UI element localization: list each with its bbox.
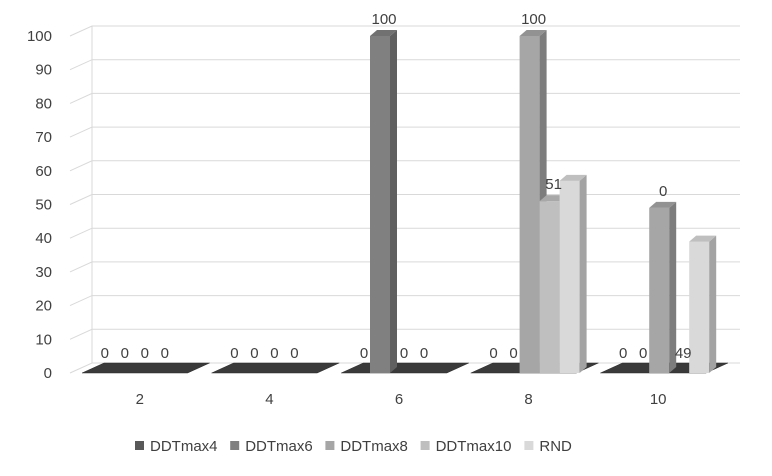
floor-segment xyxy=(81,362,210,374)
legend-swatch xyxy=(230,441,240,450)
data-label: 0 xyxy=(290,345,298,362)
x-axis: 2 4 6 8 10 xyxy=(136,391,667,408)
floor-segment xyxy=(341,362,469,374)
gridline xyxy=(69,59,740,71)
data-label: 0 xyxy=(141,345,149,362)
legend-label: DDTmax8 xyxy=(340,438,408,455)
x-tick-label: 6 xyxy=(395,391,403,408)
bar xyxy=(689,235,717,373)
data-label: 100 xyxy=(521,11,546,28)
y-axis: 0 10 20 30 40 50 60 70 80 90 100 xyxy=(27,28,52,382)
gridline xyxy=(69,25,740,37)
floor-segment xyxy=(211,362,340,374)
legend-label: DDTmax6 xyxy=(245,438,313,455)
bar xyxy=(649,201,677,373)
y-tick-label: 0 xyxy=(44,365,52,382)
gridlines xyxy=(69,25,740,374)
legend-item: DDTmax4 xyxy=(135,438,218,455)
y-tick-label: 20 xyxy=(35,298,52,315)
data-label: 0 xyxy=(619,345,627,362)
bar xyxy=(559,174,587,373)
data-label: 0 xyxy=(121,345,129,362)
legend-label: DDTmax4 xyxy=(150,438,218,455)
x-tick-label: 10 xyxy=(650,391,667,408)
x-tick-label: 2 xyxy=(136,391,144,408)
bar xyxy=(370,30,397,373)
data-label: 0 xyxy=(250,345,258,362)
data-label: 0 xyxy=(509,345,517,362)
gridline xyxy=(69,160,740,172)
y-tick-label: 70 xyxy=(35,129,52,146)
bars xyxy=(370,30,717,373)
legend-swatch xyxy=(325,441,335,450)
data-label: 0 xyxy=(420,345,428,362)
y-tick-label: 30 xyxy=(35,264,52,281)
legend-label: DDTmax10 xyxy=(436,438,512,455)
data-label: 51 xyxy=(545,176,562,193)
y-tick-label: 90 xyxy=(35,62,52,79)
y-tick-label: 40 xyxy=(35,230,52,247)
data-label: 0 xyxy=(360,345,368,362)
legend-item: DDTmax8 xyxy=(325,438,408,455)
data-label: 0 xyxy=(639,345,647,362)
y-tick-label: 50 xyxy=(35,197,52,214)
gridline xyxy=(69,227,740,239)
y-tick-label: 60 xyxy=(35,163,52,180)
gridline xyxy=(69,261,740,273)
legend-swatch xyxy=(524,441,534,450)
data-label: 0 xyxy=(489,345,497,362)
data-label: 0 xyxy=(101,345,109,362)
legend-label: RND xyxy=(539,438,572,455)
legend-swatch xyxy=(135,441,144,450)
gridline xyxy=(69,126,740,138)
y-tick-label: 100 xyxy=(27,28,52,45)
data-label: 0 xyxy=(230,345,238,362)
gridline xyxy=(69,92,740,104)
legend-item: RND xyxy=(524,438,572,455)
y-tick-label: 80 xyxy=(35,95,52,112)
data-label: 49 xyxy=(675,345,692,362)
gridline xyxy=(69,194,740,205)
data-label: 0 xyxy=(270,345,278,362)
data-label: 100 xyxy=(371,11,396,28)
y-tick-label: 10 xyxy=(35,331,52,348)
gridline xyxy=(69,328,740,340)
legend-swatch xyxy=(420,441,430,450)
legend-item: DDTmax10 xyxy=(420,438,512,455)
x-tick-label: 8 xyxy=(524,391,532,408)
data-label: 0 xyxy=(161,345,169,362)
legend-item: DDTmax6 xyxy=(230,438,313,455)
chart-floor xyxy=(81,362,729,374)
data-label: 0 xyxy=(400,345,408,362)
legend: DDTmax4 DDTmax6 DDTmax8 DDTmax10 RND xyxy=(135,438,572,455)
data-label: 0 xyxy=(659,183,667,200)
x-tick-label: 4 xyxy=(265,391,273,408)
gridline xyxy=(69,295,740,307)
